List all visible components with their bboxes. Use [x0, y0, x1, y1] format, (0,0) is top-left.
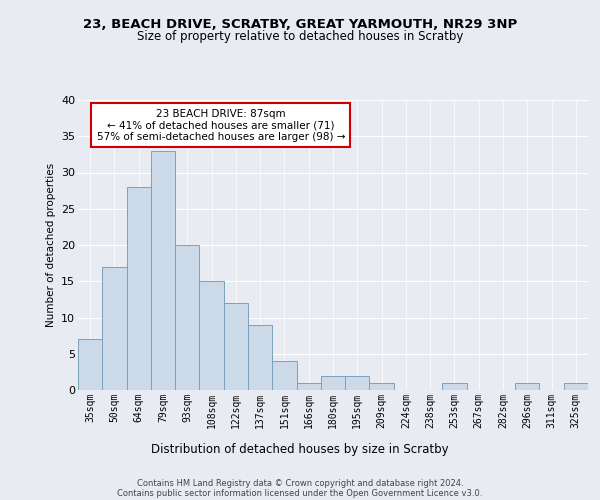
- Bar: [564, 383, 588, 390]
- Bar: [442, 383, 467, 390]
- Bar: [248, 325, 272, 390]
- Bar: [175, 245, 199, 390]
- Bar: [296, 383, 321, 390]
- Text: Distribution of detached houses by size in Scratby: Distribution of detached houses by size …: [151, 442, 449, 456]
- Text: Contains public sector information licensed under the Open Government Licence v3: Contains public sector information licen…: [118, 488, 482, 498]
- Bar: [127, 187, 151, 390]
- Bar: [345, 376, 370, 390]
- Bar: [102, 267, 127, 390]
- Bar: [151, 151, 175, 390]
- Bar: [199, 281, 224, 390]
- Bar: [272, 361, 296, 390]
- Bar: [370, 383, 394, 390]
- Bar: [515, 383, 539, 390]
- Text: Size of property relative to detached houses in Scratby: Size of property relative to detached ho…: [137, 30, 463, 43]
- Bar: [224, 303, 248, 390]
- Text: 23 BEACH DRIVE: 87sqm
← 41% of detached houses are smaller (71)
57% of semi-deta: 23 BEACH DRIVE: 87sqm ← 41% of detached …: [97, 108, 345, 142]
- Bar: [321, 376, 345, 390]
- Bar: [78, 339, 102, 390]
- Text: 23, BEACH DRIVE, SCRATBY, GREAT YARMOUTH, NR29 3NP: 23, BEACH DRIVE, SCRATBY, GREAT YARMOUTH…: [83, 18, 517, 30]
- Text: Contains HM Land Registry data © Crown copyright and database right 2024.: Contains HM Land Registry data © Crown c…: [137, 478, 463, 488]
- Y-axis label: Number of detached properties: Number of detached properties: [46, 163, 56, 327]
